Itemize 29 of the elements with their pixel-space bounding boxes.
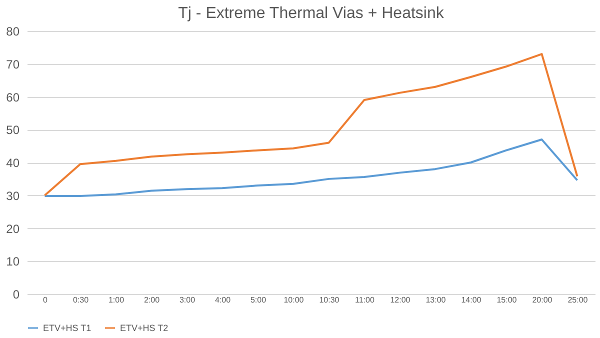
x-tick-label: 15:00 <box>496 296 518 304</box>
legend-label: ETV+HS T2 <box>120 323 168 333</box>
x-tick-label: 14:00 <box>461 296 482 304</box>
x-tick-label: 11:00 <box>355 296 376 304</box>
y-tick-label: 40 <box>6 156 20 170</box>
x-tick-label: 2:00 <box>144 296 160 304</box>
x-tick-label: 25:00 <box>568 296 588 304</box>
y-tick-label: 80 <box>6 24 20 38</box>
y-tick-label: 10 <box>6 254 20 269</box>
y-tick-label: 30 <box>6 188 20 203</box>
x-tick-label: 10:00 <box>284 296 304 304</box>
line-series <box>44 53 578 196</box>
x-tick-label: 0:30 <box>72 296 90 304</box>
y-tick-label: 60 <box>6 90 20 104</box>
x-tick-label: 1:00 <box>108 296 125 304</box>
x-tick-label: 20:00 <box>532 296 553 304</box>
x-tick-label: 13:00 <box>426 296 446 304</box>
x-tick-label: 5:00 <box>250 296 267 304</box>
x-tick-label: 4:00 <box>214 296 232 304</box>
line-series <box>44 138 578 198</box>
x-tick-label: 10:30 <box>319 296 340 304</box>
y-tick-label: 20 <box>6 222 20 236</box>
legend-label: ETV+HS T1 <box>43 323 92 333</box>
x-tick-label: 12:00 <box>390 296 411 304</box>
y-tick-label: 70 <box>6 57 20 72</box>
x-tick-label: 3:00 <box>179 296 196 304</box>
y-tick-label: 50 <box>6 123 20 138</box>
chart-title: Tj - Extreme Thermal Vias + Heatsink <box>178 5 445 22</box>
x-tick-label: 0 <box>43 296 48 304</box>
